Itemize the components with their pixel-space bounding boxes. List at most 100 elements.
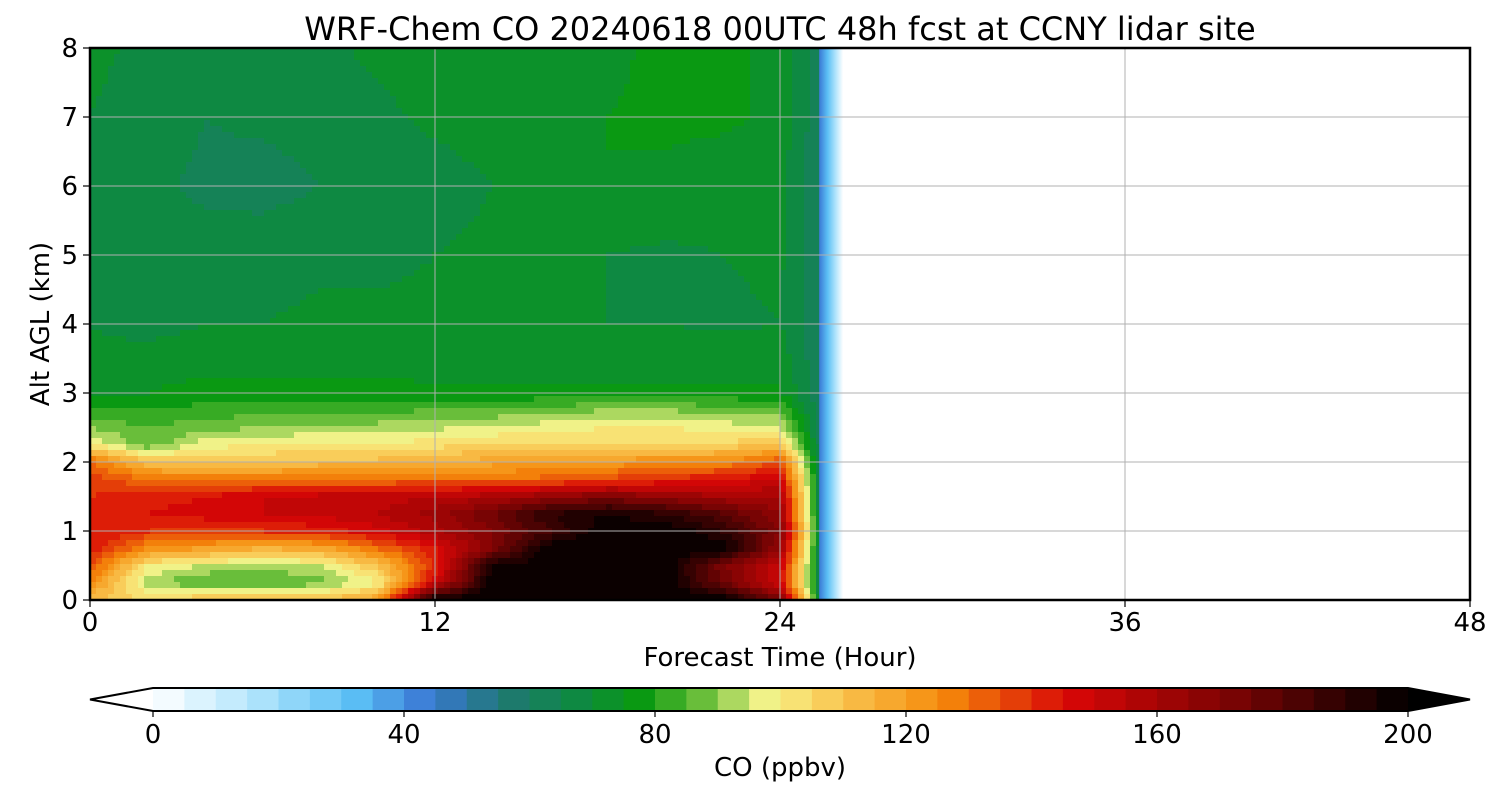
heatmap-cell <box>660 156 667 163</box>
heatmap-cell <box>378 240 385 247</box>
heatmap-cell <box>522 102 529 109</box>
heatmap-cell <box>318 84 325 91</box>
heatmap-cell <box>786 270 793 277</box>
heatmap-cell <box>396 108 403 115</box>
heatmap-cell <box>750 120 757 127</box>
heatmap-cell <box>120 264 127 271</box>
heatmap-cell <box>396 54 403 61</box>
heatmap-cell <box>108 78 115 85</box>
heatmap-cell <box>312 78 319 85</box>
heatmap-cell <box>666 78 673 85</box>
heatmap-cell <box>132 162 139 169</box>
heatmap-cell <box>510 246 517 253</box>
heatmap-cell <box>606 174 613 181</box>
heatmap-cell <box>156 198 163 205</box>
heatmap-cell <box>606 96 613 103</box>
heatmap-cell <box>492 282 499 289</box>
heatmap-cell <box>282 78 289 85</box>
heatmap-cell <box>216 264 223 271</box>
heatmap-cell <box>360 198 367 205</box>
heatmap-cell <box>402 222 409 229</box>
heatmap-cell <box>294 264 301 271</box>
heatmap-cell <box>762 240 769 247</box>
heatmap-cell <box>192 132 199 139</box>
heatmap-cell <box>528 168 535 175</box>
heatmap-cell <box>678 192 685 199</box>
heatmap-cell <box>594 192 601 199</box>
heatmap-cell <box>240 180 247 187</box>
heatmap-cell <box>204 72 211 79</box>
heatmap-cell <box>678 270 685 277</box>
heatmap-cell <box>150 174 157 181</box>
heatmap-cell <box>168 132 175 139</box>
heatmap-cell <box>180 54 187 61</box>
heatmap-cell <box>120 204 127 211</box>
heatmap-cell <box>636 108 643 115</box>
heatmap-cell <box>624 150 631 157</box>
heatmap-cell <box>498 186 505 193</box>
heatmap-cell <box>228 246 235 253</box>
heatmap-cell <box>516 168 523 175</box>
heatmap-cell <box>810 174 817 181</box>
heatmap-cell <box>702 210 709 217</box>
heatmap-cell <box>276 162 283 169</box>
heatmap-cell <box>420 96 427 103</box>
heatmap-cell <box>186 174 193 181</box>
heatmap-cell <box>804 138 811 145</box>
heatmap-cell <box>390 78 397 85</box>
heatmap-cell <box>690 120 697 127</box>
heatmap-cell <box>288 240 295 247</box>
heatmap-cell <box>684 270 691 277</box>
heatmap-cell <box>462 102 469 109</box>
heatmap-cell <box>108 174 115 181</box>
heatmap-cell <box>330 258 337 265</box>
heatmap-cell <box>252 222 259 229</box>
heatmap-cell <box>222 72 229 79</box>
heatmap-cell <box>150 90 157 97</box>
heatmap-cell <box>264 84 271 91</box>
heatmap-cell <box>798 144 805 151</box>
heatmap-cell <box>612 222 619 229</box>
heatmap-cell <box>426 234 433 241</box>
heatmap-cell <box>798 120 805 127</box>
heatmap-cell <box>426 216 433 223</box>
heatmap-cell <box>396 102 403 109</box>
heatmap-cell <box>258 54 265 61</box>
heatmap-cell <box>120 54 127 61</box>
heatmap-cell <box>300 246 307 253</box>
heatmap-cell <box>396 282 403 289</box>
heatmap-cell <box>702 120 709 127</box>
heatmap-cell <box>288 66 295 73</box>
heatmap-cell <box>702 72 709 79</box>
heatmap-cell <box>606 258 613 265</box>
heatmap-cell <box>672 54 679 61</box>
heatmap-cell <box>408 156 415 163</box>
heatmap-cell <box>486 192 493 199</box>
heatmap-cell <box>780 108 787 115</box>
heatmap-cell <box>258 234 265 241</box>
heatmap-cell <box>546 54 553 61</box>
heatmap-cell <box>372 66 379 73</box>
heatmap-cell <box>372 288 379 295</box>
heatmap-cell <box>552 96 559 103</box>
heatmap-cell <box>786 210 793 217</box>
heatmap-cell <box>396 222 403 229</box>
heatmap-cell <box>492 102 499 109</box>
heatmap-cell <box>600 180 607 187</box>
heatmap-cell <box>108 48 115 55</box>
heatmap-cell <box>708 258 715 265</box>
heatmap-cell <box>108 156 115 163</box>
heatmap-cell <box>114 168 121 175</box>
heatmap-cell <box>714 264 721 271</box>
heatmap-cell <box>132 48 139 55</box>
heatmap-cell <box>612 270 619 277</box>
heatmap-cell <box>546 84 553 91</box>
heatmap-cell <box>126 66 133 73</box>
heatmap-cell <box>438 162 445 169</box>
heatmap-cell <box>222 102 229 109</box>
heatmap-cell <box>90 108 97 115</box>
heatmap-cell <box>462 54 469 61</box>
heatmap-cell <box>780 276 787 283</box>
heatmap-cell <box>504 138 511 145</box>
heatmap-cell <box>528 246 535 253</box>
